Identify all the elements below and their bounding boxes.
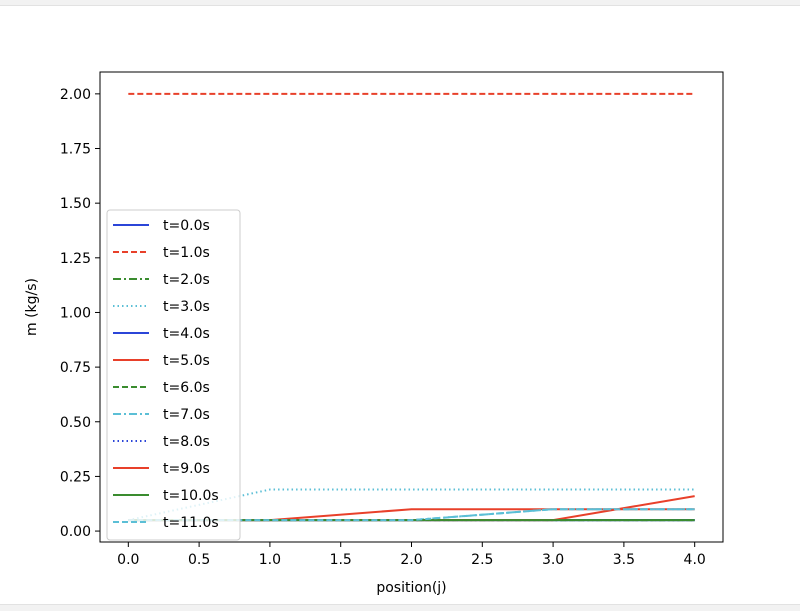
y-tick-label: 0.75 <box>60 360 91 376</box>
x-tick-label: 4.0 <box>684 552 706 568</box>
legend-label: t=0.0s <box>163 218 210 234</box>
x-tick-label: 0.0 <box>117 552 139 568</box>
y-tick-label: 0.50 <box>60 415 91 431</box>
legend: t=0.0s t=1.0s t=2.0s t=3.0s t=4.0s t=5.0s t=6.… <box>106 209 241 541</box>
y-tick-label: 1.25 <box>60 251 91 267</box>
x-tick-label: 3.5 <box>613 552 635 568</box>
x-tick-label: 2.0 <box>400 552 422 568</box>
legend-label: t=3.0s <box>163 299 210 315</box>
y-axis-label: m (kg/s) <box>24 278 40 336</box>
y-axis: 0.00 0.25 0.50 0.75 1.00 1.25 1.50 1.75 2.00 <box>60 87 100 540</box>
x-tick-label: 0.5 <box>188 552 210 568</box>
legend-label: t=6.0s <box>163 380 210 396</box>
y-tick-label: 2.00 <box>60 87 91 103</box>
legend-label: t=7.0s <box>163 407 210 423</box>
legend-label: t=5.0s <box>163 353 210 369</box>
y-tick-label: 1.75 <box>60 142 91 158</box>
x-tick-label: 3.0 <box>542 552 564 568</box>
legend-label: t=2.0s <box>163 272 210 288</box>
legend-label: t=10.0s <box>163 488 219 504</box>
legend-label: t=4.0s <box>163 326 210 342</box>
y-tick-label: 1.50 <box>60 196 91 212</box>
y-tick-label: 0.00 <box>60 524 91 540</box>
legend-label: t=1.0s <box>163 245 210 261</box>
window-top-border <box>0 0 800 6</box>
legend-box <box>106 209 241 541</box>
window-bottom-border <box>0 604 800 611</box>
x-axis: 0.0 0.5 1.0 1.5 2.0 2.5 3.0 3.5 4.0 <box>117 542 706 568</box>
legend-label: t=9.0s <box>163 461 210 477</box>
x-tick-label: 1.0 <box>259 552 281 568</box>
x-axis-label: position(j) <box>376 580 446 596</box>
x-tick-label: 2.5 <box>471 552 493 568</box>
legend-label: t=11.0s <box>163 515 219 531</box>
legend-label: t=8.0s <box>163 434 210 450</box>
y-tick-label: 0.25 <box>60 469 91 485</box>
x-tick-label: 1.5 <box>330 552 352 568</box>
y-tick-label: 1.00 <box>60 305 91 321</box>
